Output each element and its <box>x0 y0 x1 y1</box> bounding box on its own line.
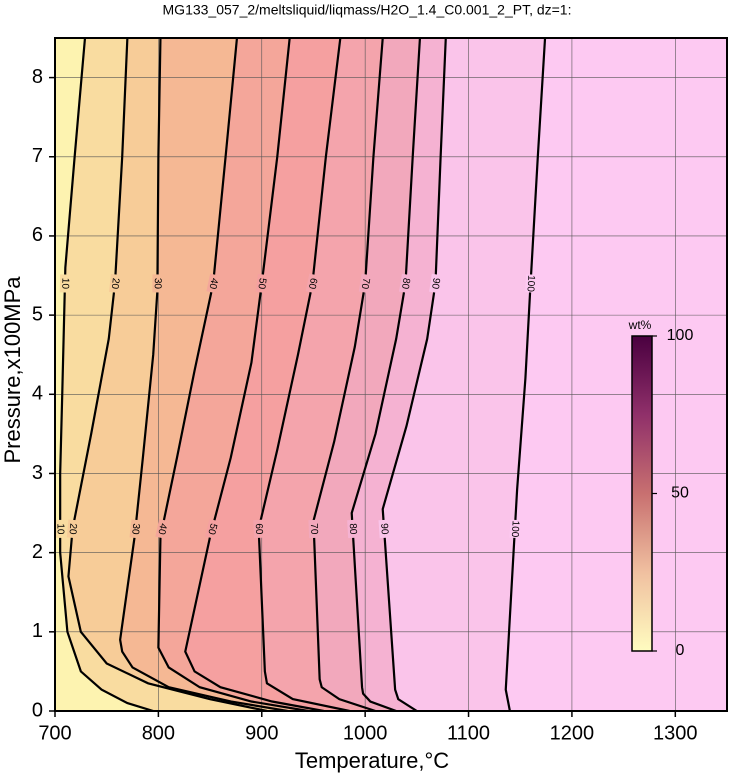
contour-label: 20 <box>66 523 78 535</box>
contour-label-bg <box>358 273 372 294</box>
contour-label: 20 <box>109 277 121 290</box>
contour-line <box>119 38 288 711</box>
contour-label: 30 <box>152 278 163 290</box>
contour-label: 40 <box>206 277 219 291</box>
contour-label-bg <box>155 519 169 539</box>
y-tick-label: 6 <box>32 224 43 246</box>
x-axis-label: Temperature,°C <box>295 748 449 773</box>
y-tick-label: 5 <box>32 303 43 325</box>
y-axis-label: Pressure,x100MPa <box>0 276 25 464</box>
contour-line <box>381 38 447 711</box>
plot-frame <box>54 37 728 712</box>
contour-label: 100 <box>524 275 536 293</box>
x-tick-label: 1000 <box>343 722 388 744</box>
contour-label: 90 <box>429 277 442 290</box>
contour-line <box>504 38 547 711</box>
contour-label: 60 <box>306 277 319 291</box>
contour-label-bg <box>525 274 537 293</box>
contour-label-bg <box>399 273 412 294</box>
contour-label-bg <box>429 273 442 294</box>
x-tick-label: 1100 <box>447 722 490 744</box>
colorbar-tick-label: 50 <box>671 485 689 502</box>
contour-label-bg <box>129 519 142 539</box>
y-tick-label: 1 <box>32 620 43 642</box>
contour-label-bg <box>59 274 71 293</box>
contour-line <box>257 38 350 711</box>
x-tick-label: 700 <box>38 722 71 744</box>
contour-label: 10 <box>55 523 66 535</box>
contour-label: 60 <box>253 523 264 535</box>
colorbar-tick-label: 100 <box>667 327 694 344</box>
colorbar-tick-label: 0 <box>676 642 685 659</box>
contour-label-bg <box>253 519 265 539</box>
chart-title: MG133_057_2/meltsliquid/liqmass/H2O_1.4_… <box>163 2 572 18</box>
colorbar <box>631 335 653 652</box>
contour-label-bg <box>206 273 220 294</box>
contour-label-bg <box>205 518 220 539</box>
contour-label-bg <box>347 519 359 539</box>
contour-label-bg <box>509 519 521 539</box>
contour-label: 70 <box>308 523 319 535</box>
contour-label: 70 <box>359 277 372 290</box>
contour-label-bg <box>305 273 320 294</box>
contour-label-bg <box>66 519 79 539</box>
contour-label: 40 <box>155 522 168 536</box>
contour-label-bg <box>378 519 390 539</box>
y-tick-label: 2 <box>32 541 43 563</box>
contour-line <box>67 38 268 711</box>
y-tick-label: 7 <box>32 145 43 167</box>
contour-label: 80 <box>399 277 412 290</box>
y-tick-label: 8 <box>32 66 43 88</box>
contour-label-bg <box>55 519 66 538</box>
x-tick-label: 1300 <box>653 722 698 744</box>
contour-label: 30 <box>129 523 141 536</box>
contour-line <box>350 38 422 711</box>
x-tick-label: 900 <box>245 722 278 744</box>
contour-lines: 1010202030304040505060607070808090901001… <box>55 38 727 711</box>
y-tick-label: 4 <box>32 383 43 405</box>
colorbar-label: wt% <box>628 318 652 332</box>
contour-label-bg <box>255 273 268 294</box>
contour-label: 80 <box>347 523 359 535</box>
contour-label-bg <box>108 273 121 293</box>
contour-line <box>59 38 154 711</box>
contour-label: 90 <box>378 523 390 535</box>
contour-label: 10 <box>59 278 70 290</box>
contour-label-bg <box>308 519 320 539</box>
x-tick-label: 800 <box>142 722 175 744</box>
x-tick-label: 1200 <box>550 722 595 744</box>
contour-line <box>312 38 384 711</box>
y-tick-label: 3 <box>32 462 43 484</box>
contour-label: 50 <box>255 277 267 290</box>
contour-label: 100 <box>509 520 521 538</box>
y-tick-label: 0 <box>32 699 43 721</box>
contour-label: 50 <box>205 522 219 536</box>
contour-fills <box>55 38 727 711</box>
contour-label-bg <box>152 274 163 293</box>
